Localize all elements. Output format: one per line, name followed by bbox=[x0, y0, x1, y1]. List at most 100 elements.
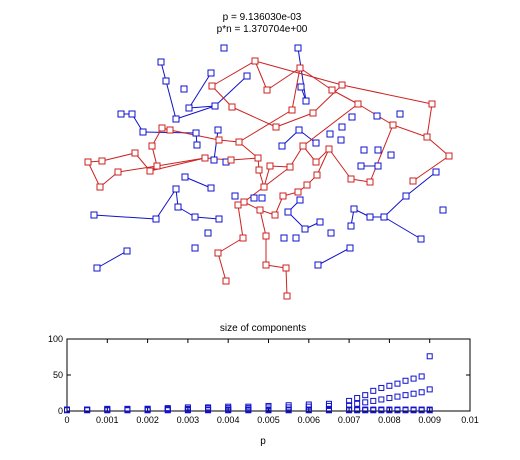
blue-node bbox=[402, 192, 410, 200]
x-tick-label: 0.002 bbox=[136, 415, 159, 425]
component-point bbox=[418, 406, 425, 413]
red-node bbox=[166, 126, 174, 134]
largest-component-point bbox=[225, 403, 232, 410]
red-node bbox=[286, 163, 294, 171]
red-node bbox=[251, 57, 259, 65]
second-component-point bbox=[346, 402, 353, 409]
red-edge bbox=[156, 157, 206, 167]
red-node bbox=[146, 167, 154, 175]
blue-edge bbox=[213, 129, 219, 161]
blue-node bbox=[215, 215, 223, 223]
red-node bbox=[84, 158, 92, 166]
blue-node bbox=[128, 110, 136, 118]
red-node bbox=[263, 86, 271, 94]
largest-component-point bbox=[362, 392, 369, 399]
blue-node bbox=[292, 234, 300, 242]
blue-node bbox=[295, 126, 303, 134]
second-component-point bbox=[354, 400, 361, 407]
red-node bbox=[272, 123, 280, 131]
x-tick-label: 0.005 bbox=[257, 415, 280, 425]
red-node bbox=[303, 181, 311, 189]
blue-node bbox=[180, 85, 188, 93]
largest-component-point bbox=[144, 405, 151, 412]
x-axis-label: p bbox=[260, 436, 266, 447]
red-node bbox=[338, 81, 346, 89]
blue-node bbox=[346, 244, 354, 252]
largest-component-point bbox=[205, 404, 212, 411]
red-node bbox=[262, 232, 270, 240]
blue-node bbox=[90, 211, 98, 219]
largest-component-point bbox=[84, 406, 91, 413]
blue-edge bbox=[317, 247, 351, 266]
blue-node bbox=[157, 58, 165, 66]
red-node bbox=[214, 249, 222, 257]
blue-node bbox=[258, 194, 266, 202]
red-edge bbox=[299, 67, 333, 91]
largest-component-point bbox=[426, 353, 433, 360]
red-node bbox=[131, 149, 139, 157]
red-edge bbox=[217, 252, 227, 282]
largest-component-point bbox=[184, 404, 191, 411]
red-edge bbox=[426, 136, 450, 157]
red-node bbox=[262, 261, 270, 269]
red-node bbox=[325, 145, 333, 153]
red-edge bbox=[331, 89, 359, 105]
component-point bbox=[378, 406, 385, 413]
red-edge bbox=[285, 267, 288, 297]
largest-component-point bbox=[164, 405, 171, 412]
red-node bbox=[234, 201, 242, 209]
red-node bbox=[354, 100, 362, 108]
component-point bbox=[354, 406, 361, 413]
network-graph bbox=[84, 44, 453, 300]
blue-edge bbox=[188, 105, 216, 109]
red-edge bbox=[341, 84, 433, 105]
red-edge bbox=[392, 124, 428, 138]
blue-node bbox=[284, 208, 292, 216]
component-point bbox=[426, 406, 433, 413]
largest-component-point bbox=[354, 395, 361, 402]
blue-node bbox=[374, 162, 382, 170]
blue-node bbox=[387, 151, 395, 159]
x-tick-label: 0.007 bbox=[338, 415, 361, 425]
blue-edge bbox=[383, 216, 422, 240]
red-edge bbox=[101, 152, 136, 162]
red-node bbox=[208, 82, 216, 90]
red-node bbox=[271, 211, 279, 219]
scatter-points bbox=[64, 353, 433, 414]
red-node bbox=[389, 121, 397, 129]
red-node bbox=[114, 168, 122, 176]
red-edge bbox=[211, 60, 256, 87]
largest-component-point bbox=[346, 397, 353, 404]
red-edge bbox=[231, 106, 277, 128]
largest-component-point bbox=[104, 405, 111, 412]
red-edge bbox=[117, 165, 158, 173]
blue-node bbox=[181, 173, 189, 181]
component-point bbox=[325, 406, 332, 413]
blue-node bbox=[231, 192, 239, 200]
blue-node bbox=[191, 213, 199, 221]
x-tick-label: 0.003 bbox=[177, 415, 200, 425]
red-node bbox=[153, 162, 161, 170]
blue-node bbox=[172, 115, 180, 123]
blue-node bbox=[280, 234, 288, 242]
second-component-point bbox=[426, 386, 433, 393]
largest-component-point bbox=[394, 380, 401, 387]
x-tick-label: 0.001 bbox=[96, 415, 119, 425]
blue-edge bbox=[165, 80, 177, 120]
largest-component-point bbox=[325, 400, 332, 407]
second-component-point bbox=[394, 393, 401, 400]
blue-node bbox=[350, 205, 358, 213]
largest-component-point bbox=[265, 402, 272, 409]
bottom-chart: 0 0.001 0.002 0.003 0.004 0.005 0.006 0.007 0.00… bbox=[48, 334, 479, 425]
red-node bbox=[158, 124, 166, 132]
red-node bbox=[282, 264, 290, 272]
blue-node bbox=[193, 141, 201, 149]
second-component-point bbox=[402, 392, 409, 399]
blue-edge bbox=[405, 171, 437, 197]
x-tick-label: 0.004 bbox=[217, 415, 240, 425]
red-node bbox=[328, 86, 336, 94]
largest-component-point bbox=[402, 377, 409, 384]
blue-node bbox=[214, 126, 222, 134]
blue-node bbox=[296, 196, 304, 204]
